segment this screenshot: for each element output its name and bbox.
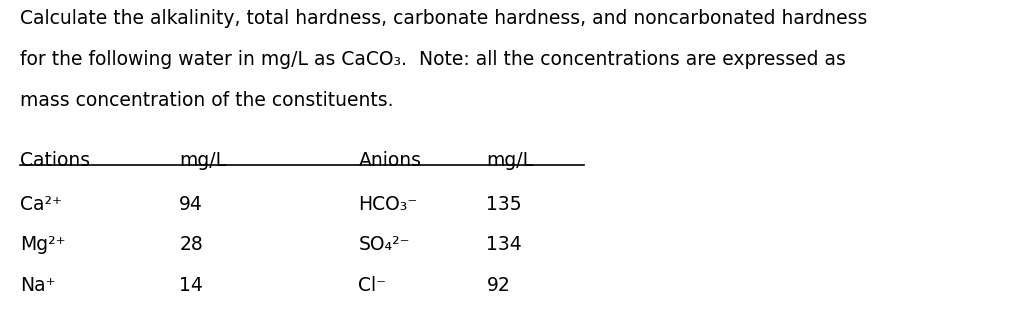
Text: Calculate the alkalinity, total hardness, carbonate hardness, and noncarbonated : Calculate the alkalinity, total hardness… bbox=[20, 9, 868, 29]
Text: Cl⁻: Cl⁻ bbox=[358, 276, 386, 295]
Text: 92: 92 bbox=[486, 276, 510, 295]
Text: mg/L: mg/L bbox=[486, 151, 534, 170]
Text: for the following water in mg/L as CaCO₃.  Note: all the concentrations are expr: for the following water in mg/L as CaCO₃… bbox=[20, 50, 847, 69]
Text: HCO₃⁻: HCO₃⁻ bbox=[358, 195, 418, 214]
Text: Na⁺: Na⁺ bbox=[20, 276, 56, 295]
Text: SO₄²⁻: SO₄²⁻ bbox=[358, 236, 410, 255]
Text: 134: 134 bbox=[486, 236, 522, 255]
Text: mass concentration of the constituents.: mass concentration of the constituents. bbox=[20, 91, 394, 110]
Text: 135: 135 bbox=[486, 195, 522, 214]
Text: Anions: Anions bbox=[358, 151, 422, 170]
Text: Ca²⁺: Ca²⁺ bbox=[20, 195, 62, 214]
Text: 94: 94 bbox=[179, 195, 203, 214]
Text: Mg²⁺: Mg²⁺ bbox=[20, 236, 67, 255]
Text: mg/L: mg/L bbox=[179, 151, 226, 170]
Text: Cations: Cations bbox=[20, 151, 90, 170]
Text: 28: 28 bbox=[179, 236, 203, 255]
Text: 14: 14 bbox=[179, 276, 203, 295]
